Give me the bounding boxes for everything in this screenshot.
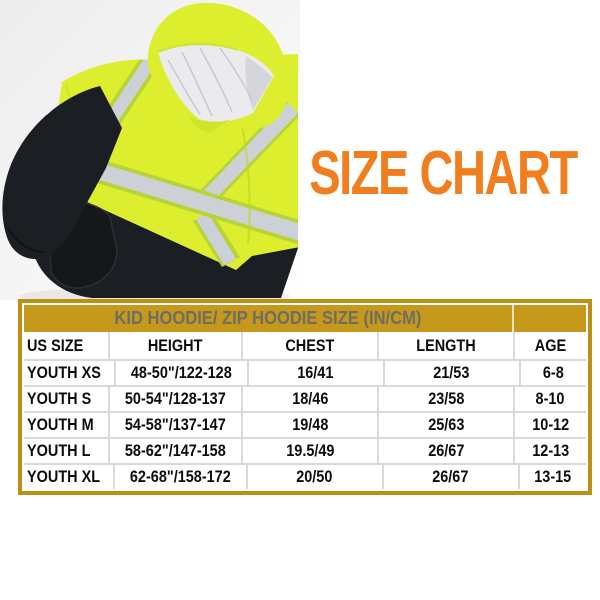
cell-size: YOUTH L [27, 441, 91, 460]
table-row: YOUTH XS 48-50"/122-128 16/41 21/53 6-8 [24, 359, 586, 385]
cell-chest: 19/48 [240, 413, 377, 437]
page-title: SIZE CHART [309, 139, 578, 208]
cell-size: YOUTH XS [27, 363, 101, 382]
hood [147, 2, 289, 133]
table-caption: KID HOODIE/ ZIP HOODIE SIZE (IN/CM) [114, 308, 422, 328]
table-row: YOUTH L 58-62"/147-158 19.5/49 26/67 12-… [24, 437, 586, 463]
cell-length: 21/53 [382, 361, 519, 385]
cell-length: 26/67 [376, 439, 513, 463]
cell-size: YOUTH S [27, 389, 92, 408]
cell-height: 58-62"/147-158 [108, 439, 241, 463]
collar [188, 116, 231, 133]
cell-height: 54-58"/137-147 [108, 413, 241, 437]
reflective-stripe-lower [193, 211, 240, 267]
column-header-length: LENGTH [376, 332, 513, 359]
cell-height: 50-54"/128-137 [108, 387, 241, 411]
table-caption-band: KID HOODIE/ ZIP HOODIE SIZE (IN/CM) [24, 305, 586, 332]
cell-length: 25/63 [376, 413, 513, 437]
cell-age: 12-13 [512, 439, 586, 463]
size-chart-table: KID HOODIE/ ZIP HOODIE SIZE (IN/CM) US S… [18, 299, 592, 495]
table-row: YOUTH S 50-54"/128-137 18/46 23/58 8-10 [24, 385, 586, 411]
cell-height: 62-68"/158-172 [112, 465, 246, 489]
product-photo [0, 0, 300, 305]
cell-size: YOUTH M [27, 415, 94, 434]
caption-band-age-cell [513, 305, 586, 332]
cell-height: 48-50"/122-128 [113, 361, 247, 385]
cell-age: 6-8 [518, 361, 586, 385]
cell-chest: 19.5/49 [240, 439, 377, 463]
cell-chest: 20/50 [245, 465, 382, 489]
cell-chest: 16/41 [246, 361, 383, 385]
table-row: YOUTH M 54-58"/137-147 19/48 25/63 10-12 [24, 411, 586, 437]
caption-band-divider [511, 305, 514, 332]
cell-length: 23/58 [376, 387, 513, 411]
cell-age: 13-15 [517, 465, 586, 489]
cell-age: 10-12 [512, 413, 586, 437]
cell-length: 26/67 [381, 465, 518, 489]
column-header-us-size: US SIZE [27, 335, 84, 355]
table-header-row: US SIZE HEIGHT CHEST LENGTH AGE [24, 332, 586, 359]
cell-chest: 18/46 [240, 387, 377, 411]
column-header-height: HEIGHT [108, 332, 241, 359]
hoodie-illustration [0, 0, 300, 305]
cell-age: 8-10 [512, 387, 586, 411]
reflective-stripe-right [190, 101, 298, 215]
lining-folds [167, 47, 253, 117]
table-row: YOUTH XL 62-68"/158-172 20/50 26/67 13-1… [24, 463, 586, 489]
column-header-age: AGE [512, 332, 586, 359]
cell-size: YOUTH XL [27, 467, 101, 486]
column-header-chest: CHEST [240, 332, 377, 359]
